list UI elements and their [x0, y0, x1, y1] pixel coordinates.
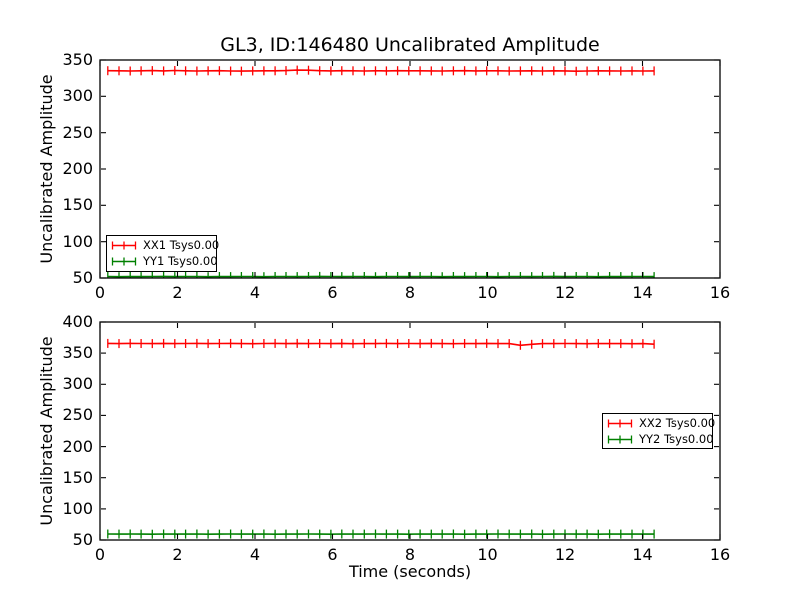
subplot-0-data — [107, 65, 655, 278]
x-tick-label: 10 — [477, 283, 498, 302]
x-tick-label: 6 — [327, 545, 338, 564]
y-tick-label: 200 — [62, 159, 93, 178]
y-tick-label: 150 — [62, 195, 93, 215]
legend-bottom: XX2 Tsys0.00 YY2 Tsys0.00 — [602, 413, 715, 449]
y-tick-label: 250 — [62, 405, 93, 425]
x-tick-label: 2 — [172, 545, 183, 564]
x-tick-label: 12 — [554, 283, 576, 302]
x-tick-label: 14 — [632, 545, 653, 564]
y-tick-label: 250 — [62, 122, 93, 142]
y-tick-label: 100 — [62, 231, 93, 251]
x-tick-label: 6 — [327, 283, 338, 302]
x-tick-label: 16 — [709, 283, 731, 302]
errorbar-sample-icon — [111, 241, 137, 250]
x-tick-label: 4 — [249, 545, 261, 564]
y-tick-label: 150 — [62, 467, 93, 487]
legend-item-xx1: XX1 Tsys0.00 — [111, 237, 219, 254]
legend-item-yy2: YY2 Tsys0.00 — [607, 431, 714, 447]
legend-label: YY1 Tsys0.00 — [143, 254, 218, 269]
y-tick-label: 50 — [72, 268, 93, 287]
legend-label: XX2 Tsys0.00 — [639, 415, 716, 430]
x-tick-label: 16 — [709, 545, 731, 564]
x-tick-label: 10 — [477, 545, 498, 564]
plot-title: GL3, ID:146480 Uncalibrated Amplitude — [220, 34, 600, 56]
legend-item-xx2: XX2 Tsys0.00 — [607, 415, 715, 431]
legend-top: XX1 Tsys0.00 YY1 Tsys0.00 — [106, 235, 219, 272]
y-axis-label-bottom: Uncalibrated Amplitude — [37, 336, 56, 526]
y-tick-label: 50 — [72, 530, 93, 549]
x-tick-label: 12 — [554, 545, 576, 564]
x-tick-label: 2 — [172, 283, 183, 302]
y-tick-label: 300 — [62, 374, 93, 394]
x-tick-label: 0 — [94, 283, 106, 302]
subplot-1-data — [107, 338, 655, 539]
series-line — [107, 69, 655, 73]
y-axis-label-top: Uncalibrated Amplitude — [37, 74, 56, 264]
x-tick-label: 14 — [632, 283, 653, 302]
y-tick-label: 350 — [62, 343, 93, 363]
x-tick-label: 8 — [404, 545, 416, 564]
x-tick-label: 8 — [404, 283, 416, 302]
y-tick-label: 400 — [62, 312, 93, 331]
x-tick-label: 4 — [249, 283, 261, 302]
legend-label: XX1 Tsys0.00 — [143, 237, 220, 252]
axes-frame — [99, 321, 721, 541]
x-tick-label: 0 — [94, 545, 106, 564]
y-tick-label: 100 — [62, 498, 93, 518]
y-tick-label: 200 — [62, 436, 93, 456]
legend-label: YY2 Tsys0.00 — [639, 431, 714, 446]
y-tick-label: 350 — [62, 50, 93, 69]
x-axis-label: Time (seconds) — [348, 562, 472, 581]
legend-item-yy1: YY1 Tsys0.00 — [111, 254, 218, 271]
series-line — [107, 342, 655, 347]
errorbar-sample-icon — [111, 257, 137, 266]
errorbar-sample-icon — [607, 435, 633, 443]
y-tick-label: 300 — [62, 86, 93, 106]
axes-frame — [99, 59, 721, 279]
errorbar-sample-icon — [607, 419, 633, 427]
